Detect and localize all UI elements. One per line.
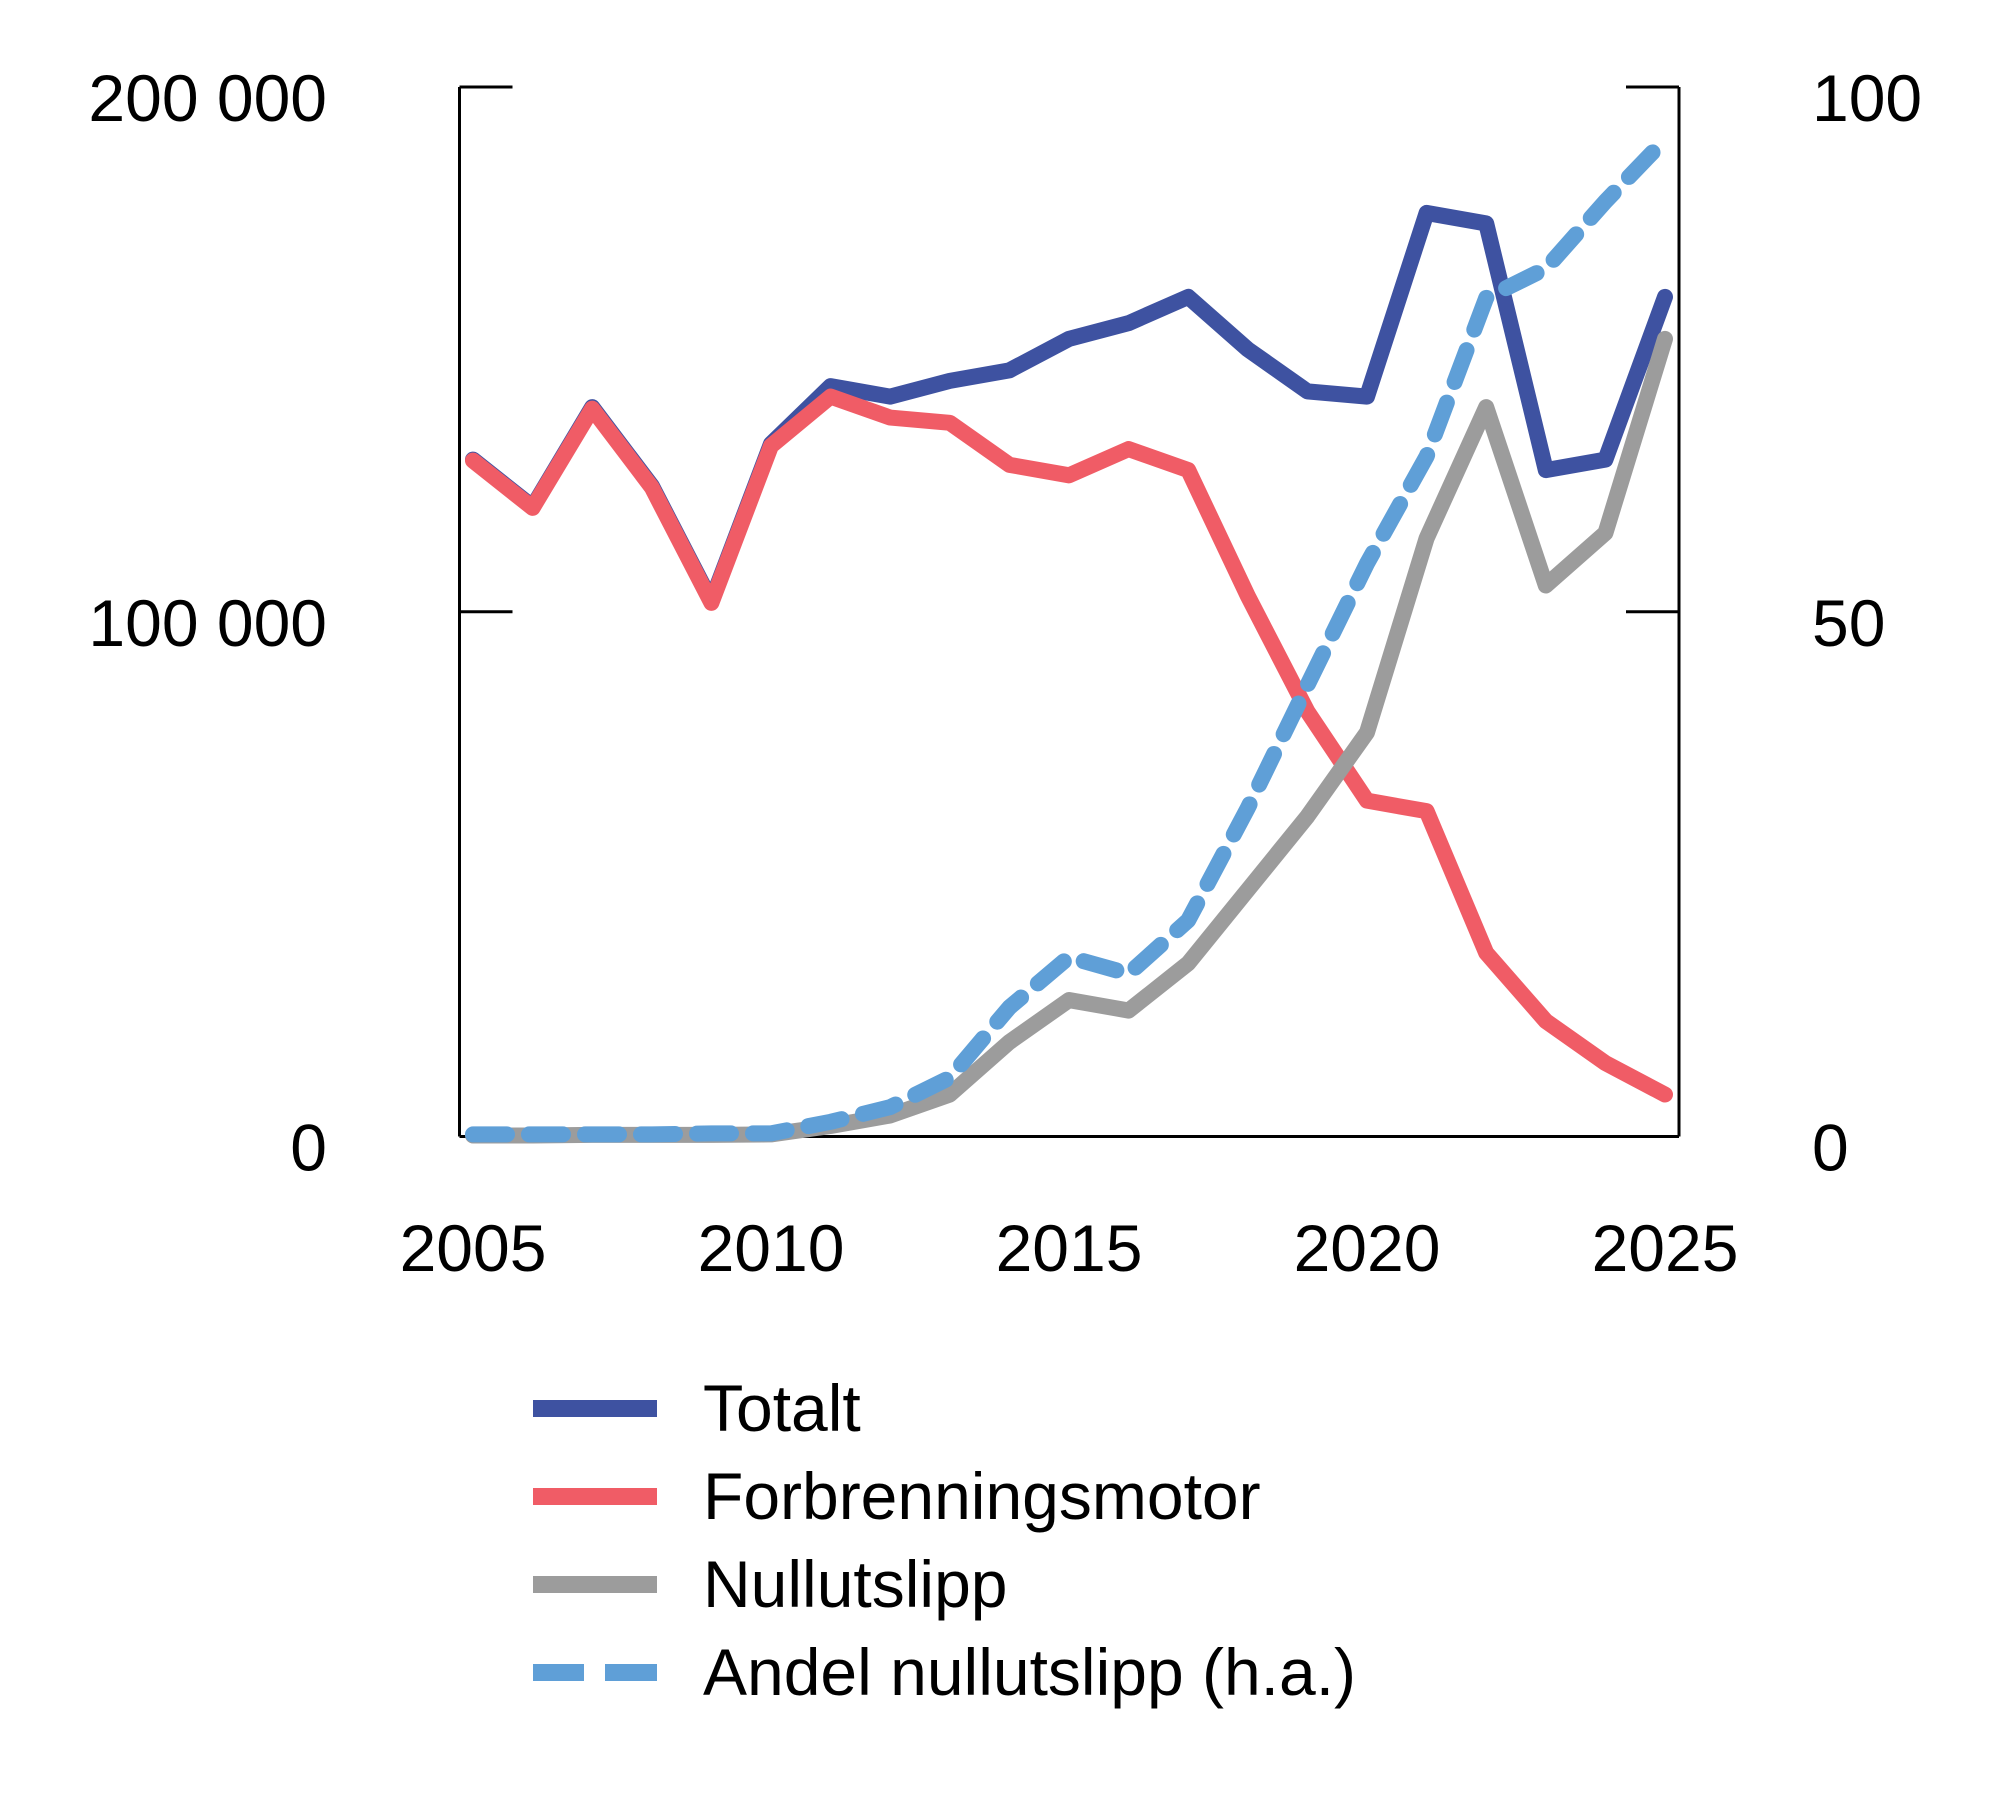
legend-item-andel-nullutslipp: Andel nullutslipp (h.a.) (533, 1628, 1356, 1716)
right-axis-tick-label: 0 (1812, 1111, 1849, 1185)
legend-label-nullutslipp: Nullutslipp (703, 1547, 1008, 1621)
series-line-nullutslipp (465, 330, 1673, 1144)
legend-label-andel-nullutslipp: Andel nullutslipp (h.a.) (703, 1635, 1357, 1709)
legend-label-totalt: Totalt (703, 1371, 861, 1445)
legend-item-forbrenningsmotor: Forbrenningsmotor (533, 1452, 1356, 1540)
series-line-andel-nullutslipp-h-a (465, 131, 1673, 1143)
left-axis-tick-label: 0 (290, 1111, 327, 1185)
right-axis-tick-label: 100 (1812, 61, 1922, 135)
legend-label-forbrenningsmotor: Forbrenningsmotor (703, 1459, 1261, 1533)
x-axis-tick-label: 2005 (400, 1211, 547, 1285)
legend-item-nullutslipp: Nullutslipp (533, 1540, 1356, 1628)
series-line-forbrenningsmotor (465, 388, 1673, 1103)
x-axis-tick-label: 2025 (1592, 1211, 1739, 1285)
x-axis-tick-label: 2010 (698, 1211, 845, 1285)
legend-swatch-nullutslipp (533, 1575, 657, 1593)
x-axis-tick-label: 2015 (996, 1211, 1143, 1285)
chart-legend: Totalt Forbrenningsmotor Nullutslipp And… (533, 1364, 1356, 1716)
legend-item-totalt: Totalt (533, 1364, 1356, 1452)
left-axis-tick-label: 100 000 (88, 586, 327, 660)
legend-swatch-forbrenningsmotor (533, 1487, 657, 1505)
right-axis-tick-label: 50 (1812, 586, 1885, 660)
left-axis-tick-label: 200 000 (88, 61, 327, 135)
legend-swatch-andel-nullutslipp (533, 1663, 657, 1681)
x-axis-tick-label: 2020 (1294, 1211, 1441, 1285)
legend-swatch-totalt (533, 1399, 657, 1417)
